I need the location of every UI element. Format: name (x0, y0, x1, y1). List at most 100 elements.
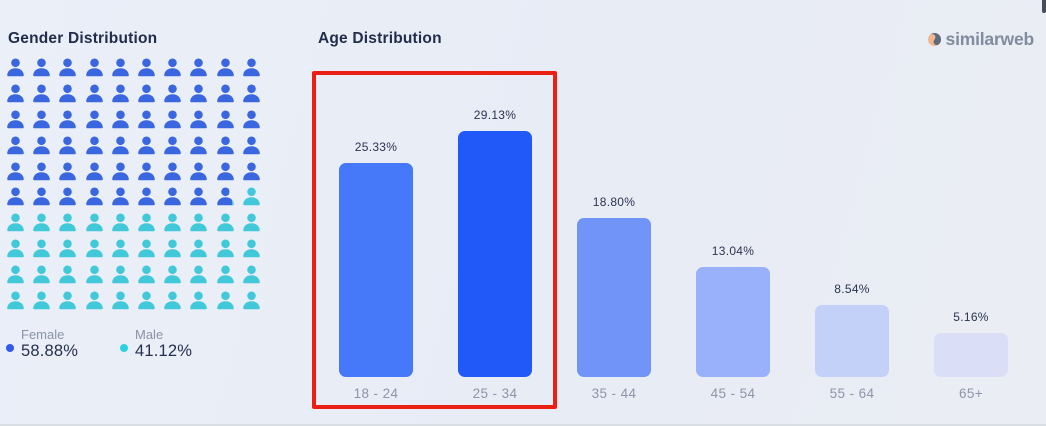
person-icon (138, 265, 155, 284)
female-legend-label: Female (21, 327, 65, 342)
person-icon (85, 136, 103, 154)
person-icon (138, 187, 155, 206)
person-icon (59, 162, 77, 180)
bar-35-44[interactable] (577, 218, 651, 377)
person-icon (216, 213, 234, 232)
person-icon (190, 110, 208, 129)
person-icon (33, 239, 51, 258)
person-icon (190, 291, 208, 310)
x-axis-label: 25 - 34 (472, 386, 518, 401)
person-icon (164, 58, 181, 77)
x-axis-label: 45 - 54 (710, 386, 756, 401)
person-icon (7, 265, 24, 284)
person-icon (190, 84, 208, 103)
person-icon (216, 110, 234, 129)
person-icon (85, 58, 103, 77)
person-icon (111, 291, 129, 310)
person-icon (242, 84, 260, 103)
male-percentage: 41.12% (135, 342, 193, 360)
person-icon (33, 136, 51, 154)
person-icon (59, 110, 77, 129)
person-icon (59, 213, 77, 232)
person-icon (138, 136, 155, 154)
person-icon (59, 187, 77, 206)
person-icon (190, 265, 208, 284)
x-axis-label: 18 - 24 (353, 386, 399, 401)
gender-distribution-title: Gender Distribution (8, 30, 158, 47)
gender-waffle-chart (5, 57, 267, 316)
bar-18-24[interactable] (339, 163, 413, 377)
x-axis-label: 65+ (958, 386, 984, 401)
person-icon (33, 162, 51, 180)
person-icon (138, 291, 155, 310)
person-icon (242, 213, 260, 232)
person-icon (7, 110, 24, 129)
bar-value-label: 25.33% (354, 140, 398, 154)
person-icon (33, 291, 51, 310)
bar-value-label: 8.54% (834, 282, 870, 296)
person-icon (164, 213, 181, 232)
person-icon (111, 58, 129, 77)
person-icon (111, 136, 129, 154)
person-icon (216, 84, 234, 103)
person-icon (138, 213, 155, 232)
bar-value-label: 13.04% (711, 244, 755, 258)
person-icon (59, 84, 77, 103)
person-icon (190, 162, 208, 180)
person-icon (59, 265, 77, 284)
person-icon (216, 291, 234, 310)
person-icon (59, 136, 77, 154)
bar-25-34[interactable] (458, 131, 532, 377)
person-icon (59, 291, 77, 310)
person-icon (85, 162, 103, 180)
person-icon (242, 58, 260, 77)
legend-item-female: Female 58.88% (6, 327, 78, 361)
similarweb-logo[interactable]: similarweb (927, 29, 1035, 50)
legend-item-male: Male 41.12% (120, 327, 192, 361)
bar-value-label: 18.80% (592, 195, 636, 209)
person-icon (216, 162, 234, 180)
person-icon (242, 291, 260, 310)
person-icon (7, 58, 24, 77)
person-icon (111, 110, 129, 129)
person-icon (242, 162, 260, 180)
person-icon (85, 265, 103, 284)
person-icon (138, 58, 155, 77)
person-icon (190, 58, 208, 77)
person-icon (164, 239, 181, 258)
person-icon (242, 265, 260, 284)
age-distribution-title: Age Distribution (318, 30, 442, 47)
person-icon (138, 239, 155, 258)
bar-value-label: 5.16% (953, 310, 989, 324)
scrollbar-fragment[interactable] (1042, 0, 1046, 13)
person-icon (111, 187, 129, 206)
person-icon (138, 110, 155, 129)
bar-45-54[interactable] (696, 267, 770, 377)
person-icon (164, 136, 181, 154)
person-icon (7, 162, 24, 180)
person-icon (242, 187, 260, 206)
person-icon (85, 110, 103, 129)
male-legend-label: Male (135, 327, 164, 342)
male-legend-dot (120, 344, 128, 352)
person-icon (216, 265, 234, 284)
person-icon (164, 84, 181, 103)
bar-65plus[interactable] (934, 333, 1008, 377)
person-icon (85, 213, 103, 232)
person-icon (33, 58, 51, 77)
person-icon (59, 58, 77, 77)
person-icon (164, 110, 181, 129)
female-percentage: 58.88% (21, 342, 79, 360)
person-icon (7, 291, 24, 310)
bar-55-64[interactable] (815, 305, 889, 377)
person-icon (190, 239, 208, 258)
person-icon (216, 58, 234, 77)
person-icon (85, 239, 103, 258)
person-icon (190, 213, 208, 232)
person-icon (33, 110, 51, 129)
person-icon (33, 213, 51, 232)
similarweb-logo-text: similarweb (945, 29, 1035, 49)
similarweb-swirl-icon (927, 33, 941, 46)
